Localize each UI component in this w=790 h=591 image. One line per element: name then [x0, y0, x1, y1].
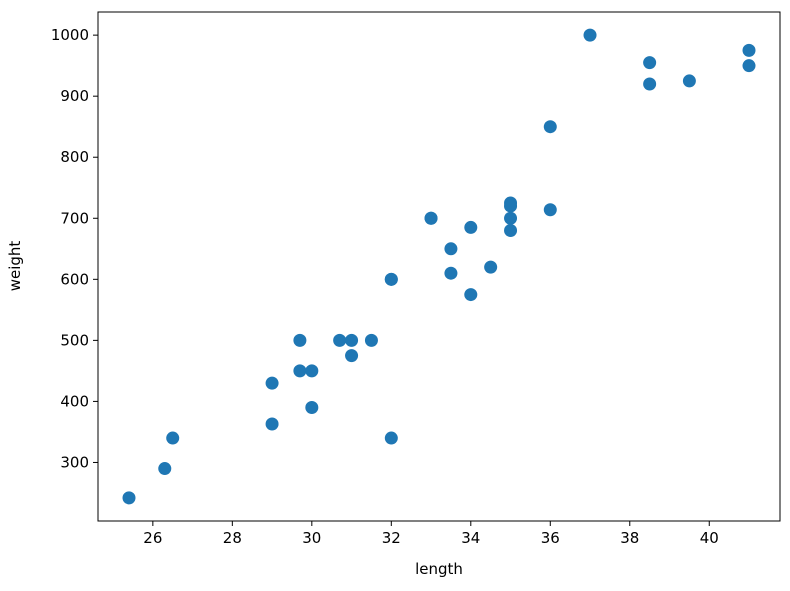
- y-tick-label: 600: [60, 270, 89, 288]
- point: [424, 211, 438, 225]
- y-axis-label: weight: [6, 241, 24, 292]
- point: [305, 364, 319, 378]
- point: [333, 333, 347, 347]
- y-tick-label: 700: [60, 209, 89, 227]
- point: [122, 491, 136, 505]
- y-tick-label: 500: [60, 331, 89, 349]
- point: [504, 211, 518, 225]
- point: [742, 59, 756, 73]
- point: [265, 417, 279, 431]
- point: [384, 272, 398, 286]
- x-tick-label: 36: [541, 529, 560, 547]
- point: [643, 77, 657, 91]
- point: [504, 223, 518, 237]
- point: [444, 242, 458, 256]
- y-tick-label: 900: [60, 87, 89, 105]
- y-tick-label: 400: [60, 392, 89, 410]
- point: [504, 199, 518, 213]
- point: [293, 333, 307, 347]
- x-tick-label: 40: [700, 529, 719, 547]
- point: [464, 288, 478, 302]
- y-tick-label: 1000: [51, 26, 89, 44]
- point: [345, 333, 359, 347]
- point: [444, 266, 458, 280]
- point: [742, 43, 756, 57]
- point: [543, 203, 557, 217]
- x-tick-label: 32: [382, 529, 401, 547]
- point: [464, 220, 478, 234]
- point: [643, 56, 657, 70]
- plot-frame: [97, 11, 781, 522]
- point: [682, 74, 696, 88]
- x-tick-label: 30: [302, 529, 321, 547]
- x-tick-label: 28: [223, 529, 242, 547]
- point: [293, 364, 307, 378]
- y-tick-label: 300: [60, 453, 89, 471]
- point: [364, 333, 378, 347]
- point: [484, 260, 498, 274]
- y-tick-label: 800: [60, 148, 89, 166]
- point: [305, 401, 319, 415]
- point: [158, 462, 172, 476]
- point: [384, 431, 398, 445]
- point: [166, 431, 180, 445]
- x-axis-label: length: [415, 560, 463, 578]
- point: [583, 28, 597, 42]
- x-tick-label: 34: [461, 529, 480, 547]
- x-tick-label: 38: [620, 529, 639, 547]
- point: [543, 120, 557, 134]
- x-tick-label: 26: [143, 529, 162, 547]
- point: [265, 376, 279, 390]
- point: [345, 349, 359, 363]
